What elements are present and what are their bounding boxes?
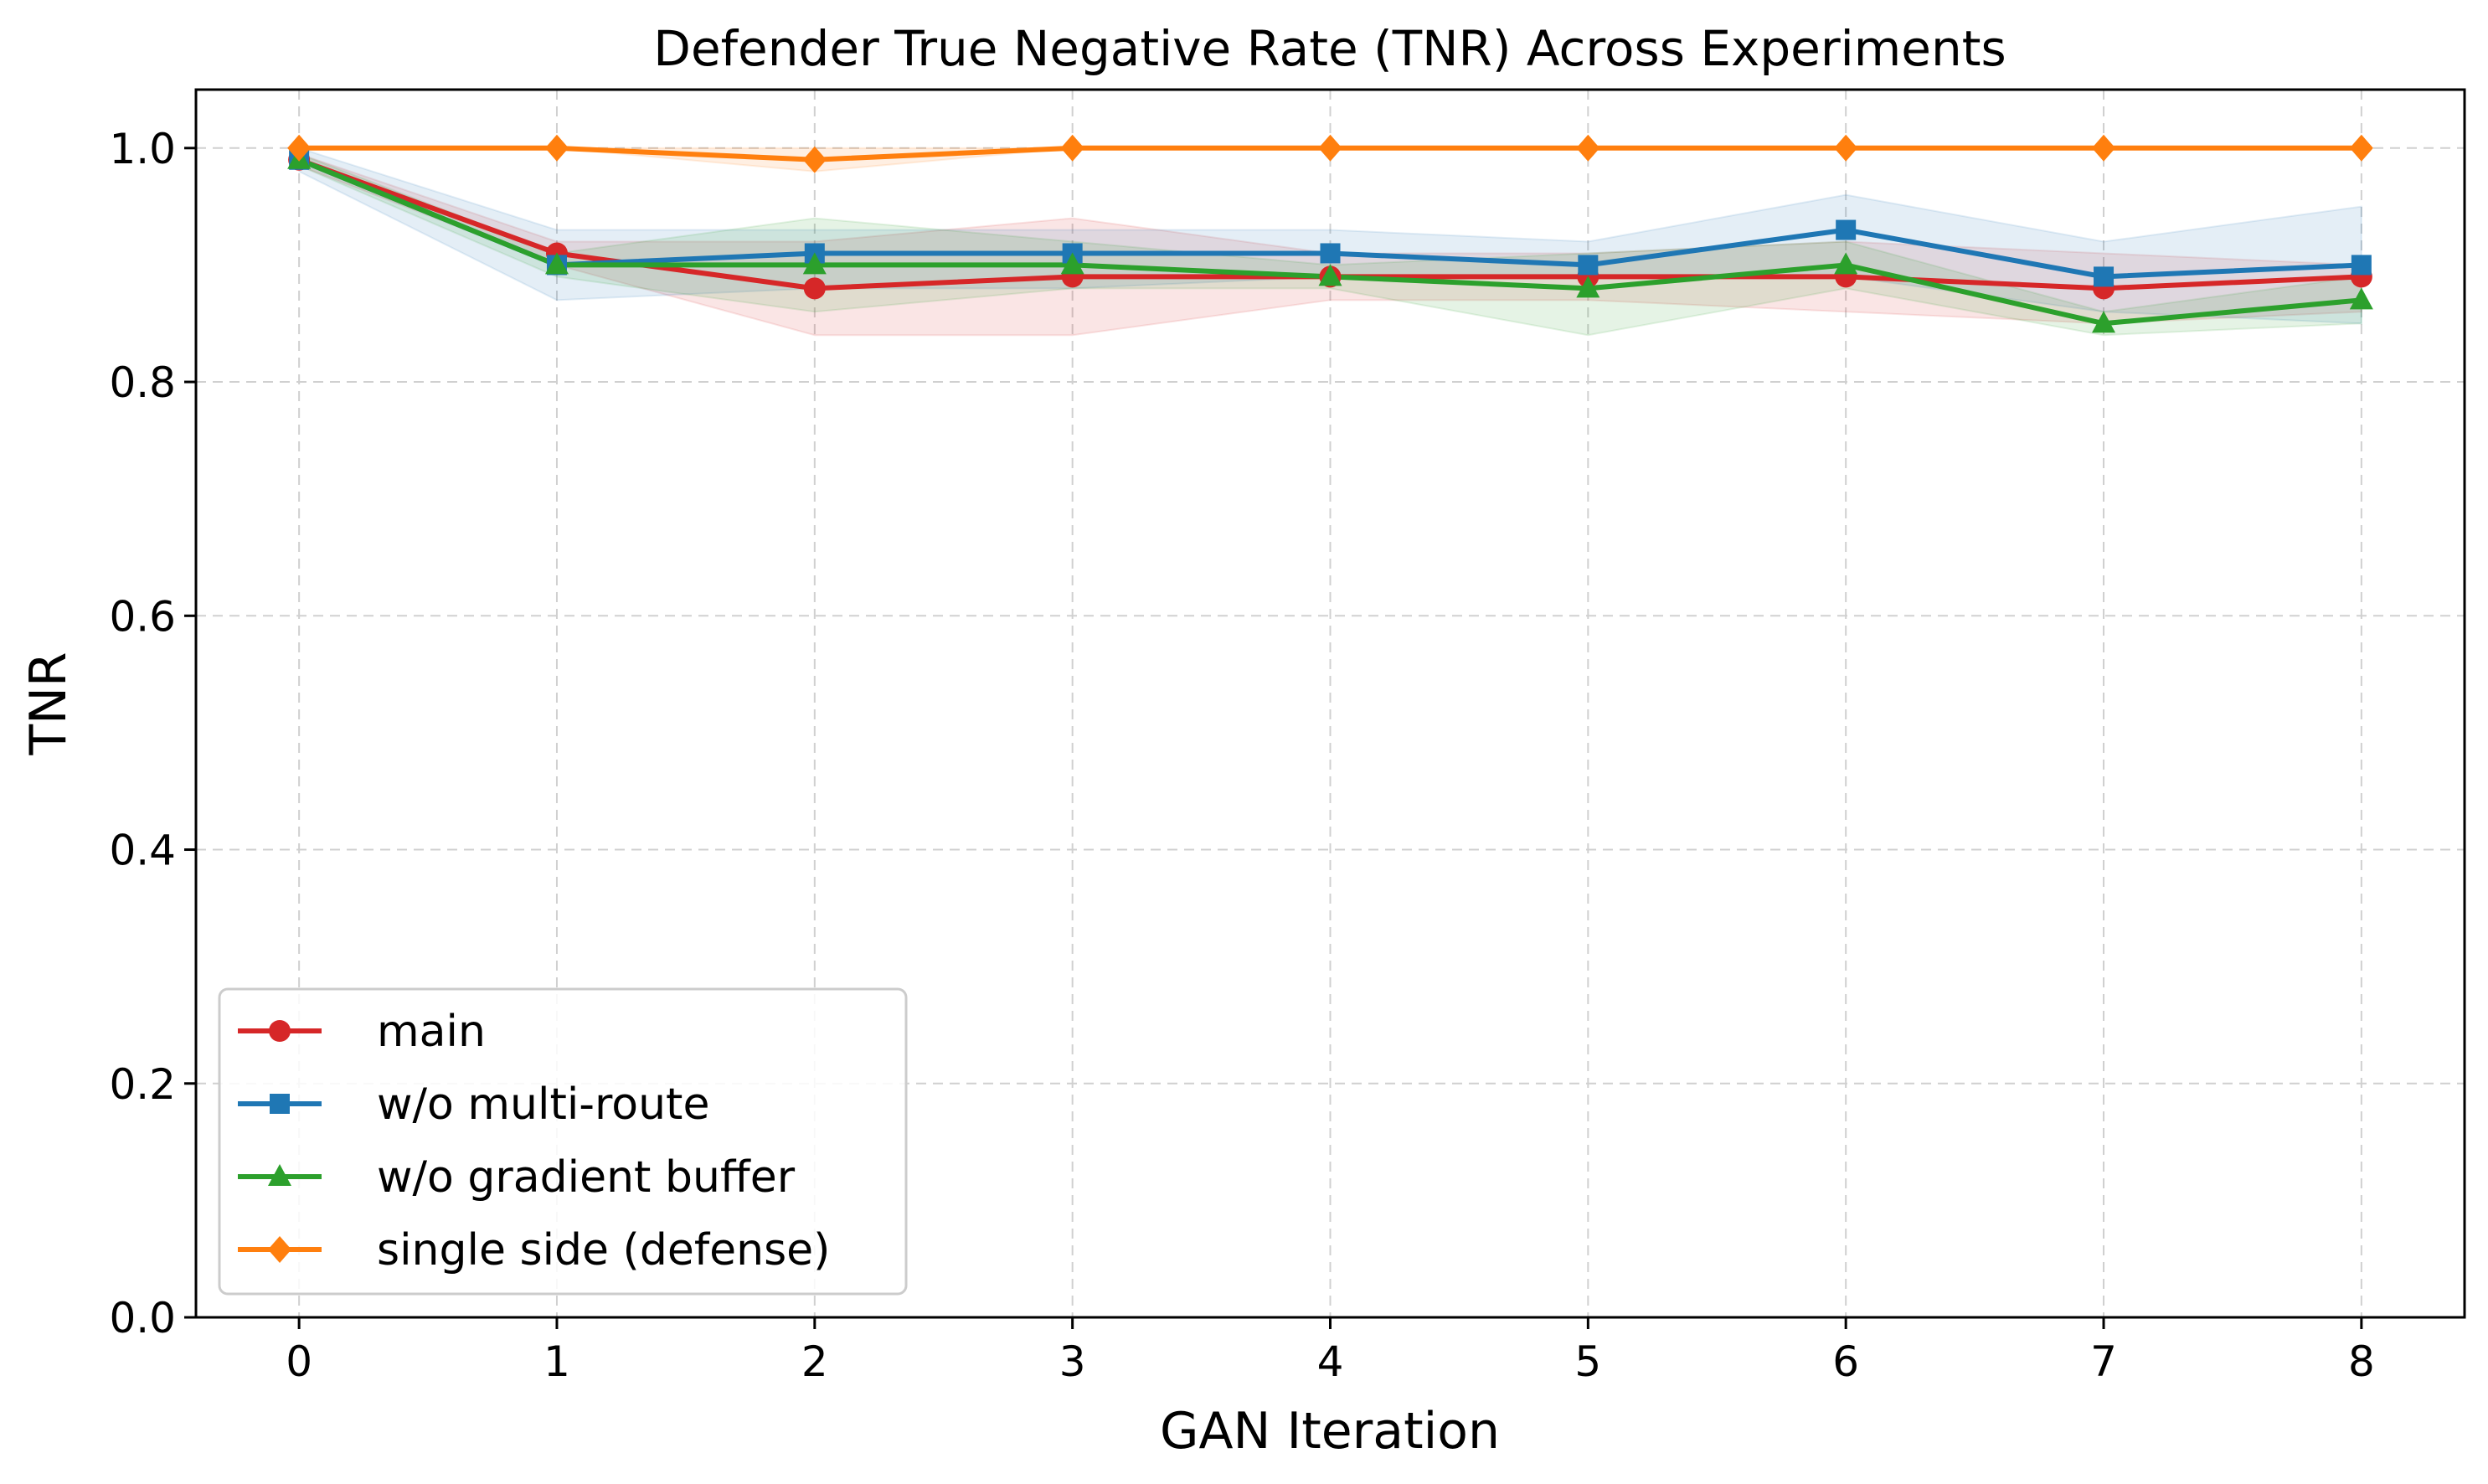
- point-w-o-multi-route: [1836, 219, 1857, 240]
- point-single-side-defense: [1060, 134, 1084, 162]
- x-axis: 0 1 2 3 4 5 6 7 8: [286, 1317, 2375, 1386]
- point-main: [803, 277, 826, 300]
- y-tick-label: 0.4: [109, 827, 176, 875]
- point-w-o-gradient-buffer: [1318, 264, 1342, 286]
- point-single-side-defense: [287, 134, 312, 162]
- y-tick-label: 0.0: [109, 1294, 176, 1342]
- x-tick-label: 1: [543, 1337, 570, 1386]
- legend-box: [218, 987, 908, 1296]
- legend-label-w-o-gradient-buffer: w/o gradient buffer: [377, 1152, 796, 1203]
- point-single-side-defense: [1834, 134, 1858, 162]
- point-single-side-defense: [2349, 134, 2373, 162]
- point-single-side-defense: [1318, 134, 1342, 162]
- legend-marker-w-o-gradient-buffer: [268, 1164, 291, 1186]
- point-w-o-multi-route: [1578, 255, 1599, 276]
- x-axis-label: GAN Iteration: [1160, 1402, 1500, 1461]
- x-tick-label: 3: [1059, 1337, 1086, 1386]
- x-tick-label: 0: [286, 1337, 312, 1386]
- point-single-side-defense: [544, 134, 569, 162]
- chart-title: Defender True Negative Rate (TNR) Across…: [653, 20, 2006, 77]
- legend-marker-w-o-multi-route: [270, 1094, 290, 1114]
- legend: main w/o multi-route w/o gradient buffer si…: [218, 987, 908, 1296]
- legend-label-main: main: [377, 1007, 486, 1057]
- point-w-o-gradient-buffer: [544, 252, 569, 275]
- series-markers: [287, 134, 2373, 333]
- point-w-o-gradient-buffer: [2092, 311, 2116, 333]
- point-w-o-gradient-buffer: [1834, 252, 1858, 275]
- point-w-o-multi-route: [1320, 243, 1341, 264]
- point-w-o-multi-route: [2351, 255, 2372, 276]
- x-tick-label: 4: [1317, 1337, 1344, 1386]
- y-tick-label: 0.6: [109, 592, 176, 641]
- legend-marker-main: [269, 1020, 291, 1042]
- x-tick-label: 2: [801, 1337, 828, 1386]
- point-single-side-defense: [802, 146, 827, 173]
- y-axis-label: TNR: [19, 652, 78, 755]
- point-w-o-multi-route: [2094, 266, 2115, 287]
- point-w-o-gradient-buffer: [2349, 287, 2373, 310]
- x-tick-label: 6: [1832, 1337, 1859, 1386]
- point-w-o-gradient-buffer: [802, 252, 827, 275]
- legend-label-w-o-multi-route: w/o multi-route: [377, 1080, 709, 1130]
- legend-label-single-side-defense: single side (defense): [377, 1225, 830, 1275]
- y-tick-label: 1.0: [109, 125, 176, 173]
- legend-marker-single-side-defense: [268, 1236, 291, 1263]
- point-w-o-gradient-buffer: [1576, 276, 1600, 298]
- y-axis: 0.0 0.2 0.4 0.6 0.8 1.0: [109, 125, 196, 1342]
- y-tick-label: 0.8: [109, 358, 176, 407]
- point-single-side-defense: [1576, 134, 1600, 162]
- x-tick-label: 5: [1574, 1337, 1601, 1386]
- point-single-side-defense: [2092, 134, 2116, 162]
- point-w-o-gradient-buffer: [1060, 252, 1084, 275]
- x-tick-label: 8: [2348, 1337, 2375, 1386]
- y-tick-label: 0.2: [109, 1060, 176, 1109]
- x-tick-label: 7: [2090, 1337, 2117, 1386]
